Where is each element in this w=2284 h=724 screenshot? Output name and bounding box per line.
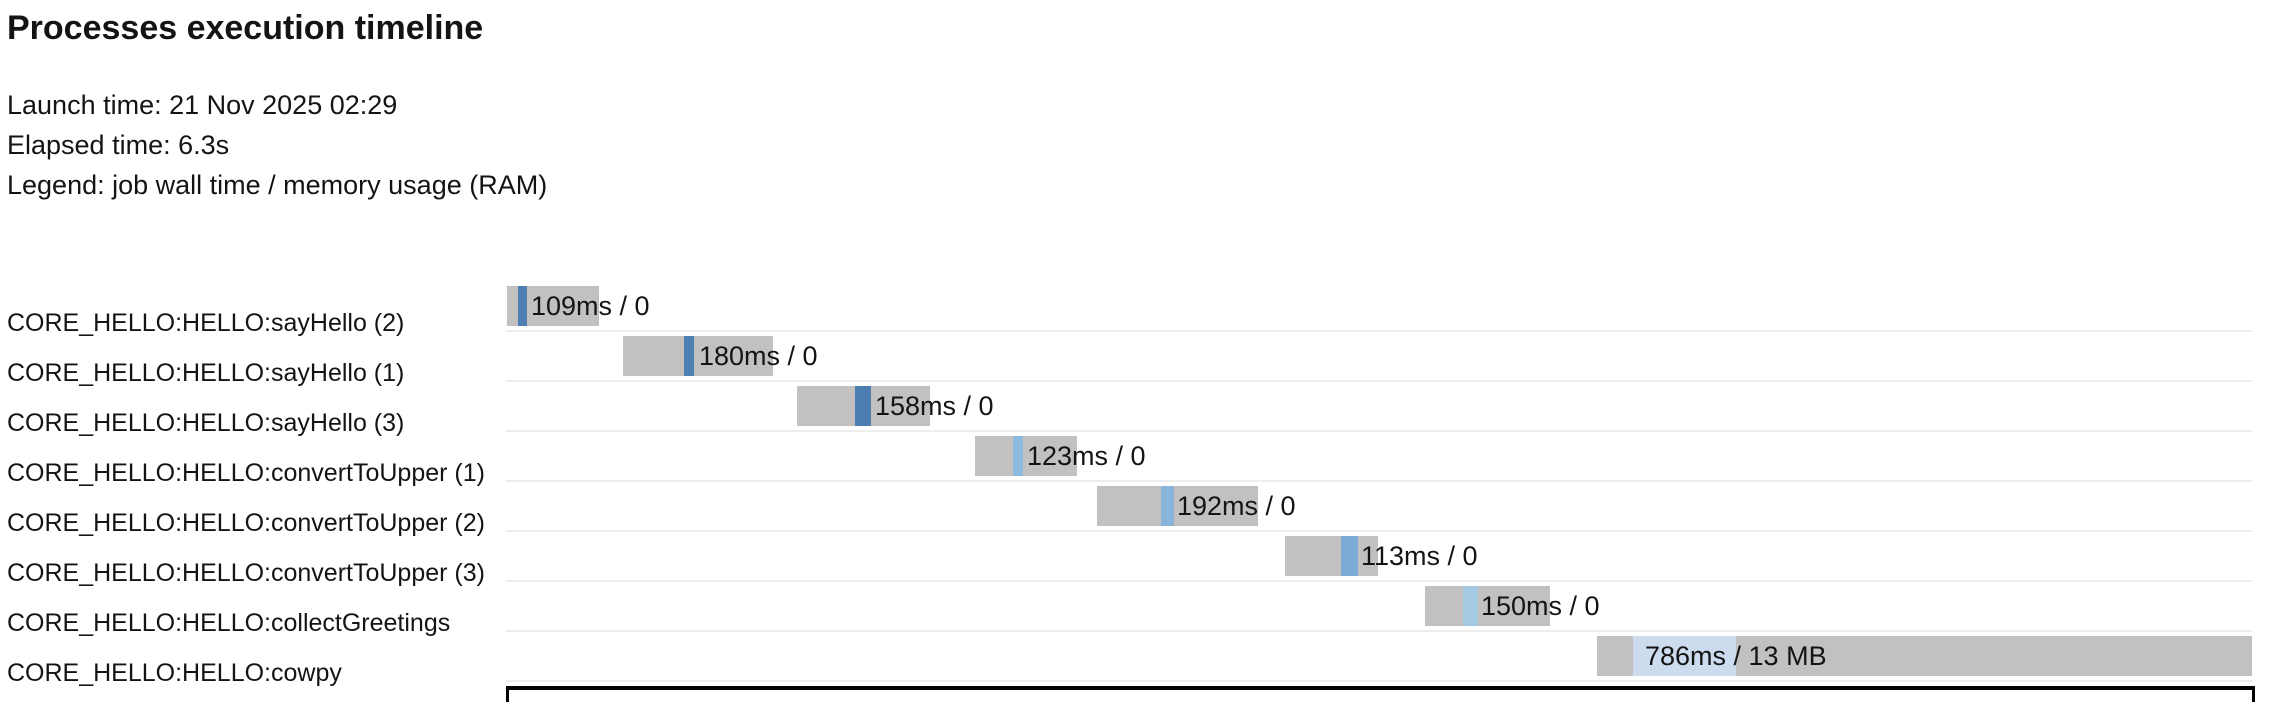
- run-segment: [1463, 586, 1478, 626]
- wall-time-bar: [975, 436, 1077, 476]
- wall-time-bar: [623, 336, 773, 376]
- timeline-row: CORE_HELLO:HELLO:cowpy 786ms / 13 MB: [0, 632, 2284, 687]
- run-segment: [1633, 636, 1736, 676]
- process-label: CORE_HELLO:HELLO:sayHello (3): [7, 409, 405, 437]
- timeline-row: CORE_HELLO:HELLO:sayHello (3) 158ms / 0: [0, 382, 2284, 437]
- process-label: CORE_HELLO:HELLO:collectGreetings: [7, 609, 451, 637]
- bar-value-label: 150ms / 0: [1481, 591, 1600, 621]
- run-segment: [1341, 536, 1358, 576]
- process-label: CORE_HELLO:HELLO:convertToUpper (3): [7, 559, 485, 587]
- row-separator-line: [506, 580, 2252, 582]
- launch-time-text: Launch time: 21 Nov 2025 02:29: [7, 90, 398, 120]
- bar-value-label: 158ms / 0: [875, 391, 994, 421]
- process-label: CORE_HELLO:HELLO:convertToUpper (2): [7, 509, 485, 537]
- bar-value-label: 123ms / 0: [1027, 441, 1146, 471]
- timeline-row: CORE_HELLO:HELLO:convertToUpper (2) 192ms…: [0, 482, 2284, 537]
- page-title: Processes execution timeline: [7, 9, 484, 47]
- row-separator-line: [506, 680, 2252, 682]
- run-segment: [1161, 486, 1174, 526]
- row-separator-line: [506, 480, 2252, 482]
- bar-value-label: 109ms / 0: [531, 291, 650, 321]
- bar-value-label: 113ms / 0: [1361, 541, 1478, 571]
- bar-value-label: 180ms / 0: [699, 341, 818, 371]
- bottom-section-border: [506, 686, 2255, 702]
- bar-value-label: 192ms / 0: [1177, 491, 1296, 521]
- wall-time-bar: [1285, 536, 1378, 576]
- wall-time-bar: [1097, 486, 1258, 526]
- run-segment: [1013, 436, 1023, 476]
- row-separator-line: [506, 530, 2252, 532]
- process-label: CORE_HELLO:HELLO:convertToUpper (1): [7, 459, 485, 487]
- process-label: CORE_HELLO:HELLO:cowpy: [7, 659, 342, 687]
- process-label: CORE_HELLO:HELLO:sayHello (2): [7, 309, 405, 337]
- timeline-row: CORE_HELLO:HELLO:convertToUpper (3) 113ms…: [0, 532, 2284, 587]
- run-segment: [684, 336, 694, 376]
- wall-time-bar: [1425, 586, 1550, 626]
- run-segment: [518, 286, 527, 326]
- legend-text: Legend: job wall time / memory usage (RA…: [7, 170, 548, 200]
- row-separator-line: [506, 630, 2252, 632]
- timeline-row: CORE_HELLO:HELLO:sayHello (1) 180ms / 0: [0, 332, 2284, 387]
- timeline-row: CORE_HELLO:HELLO:convertToUpper (1) 123ms…: [0, 432, 2284, 487]
- row-separator-line: [506, 430, 2252, 432]
- row-separator-line: [506, 380, 2252, 382]
- row-separator-line: [506, 330, 2252, 332]
- process-label: CORE_HELLO:HELLO:sayHello (1): [7, 359, 405, 387]
- timeline-row: CORE_HELLO:HELLO:sayHello (2) 109ms / 0: [0, 282, 2284, 337]
- bar-value-label: 786ms / 13 MB: [1645, 641, 1827, 671]
- run-segment: [855, 386, 871, 426]
- timeline-row: CORE_HELLO:HELLO:collectGreetings 150ms /…: [0, 582, 2284, 637]
- elapsed-time-text: Elapsed time: 6.3s: [7, 130, 230, 160]
